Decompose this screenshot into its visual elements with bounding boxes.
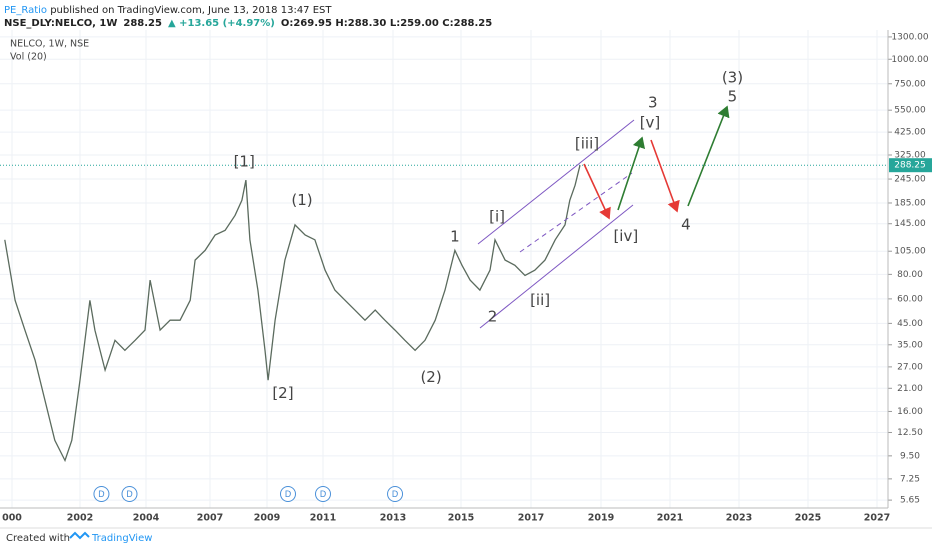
- arrow-down: [583, 163, 611, 220]
- dividend-label: D: [98, 490, 105, 500]
- y-tick-label: 16.00: [897, 407, 923, 417]
- x-tick-label: 2004: [133, 513, 160, 524]
- last-price-tag: [889, 158, 932, 173]
- published: published on TradingView.com, June 13, 2…: [47, 5, 332, 16]
- y-tick-label: 80.00: [897, 270, 923, 280]
- dividend-label: D: [392, 490, 399, 500]
- wave-label: [ii]: [530, 291, 550, 309]
- wave-label: [iv]: [613, 227, 638, 245]
- wave-label: (1): [291, 191, 312, 209]
- dividend-marker: [315, 486, 331, 502]
- symbol: NSE_DLY:NELCO, 1W: [4, 18, 117, 29]
- wave-label: 3: [648, 94, 658, 112]
- x-tick-label: 2021: [657, 513, 683, 524]
- channel-upper: [477, 119, 635, 245]
- wave-label: 2: [488, 308, 498, 326]
- volume-label: Vol (20): [10, 52, 47, 63]
- footer-brand[interactable]: TradingView: [91, 533, 152, 544]
- footer-logo: [69, 531, 90, 540]
- dividend-label: D: [285, 490, 292, 500]
- publish-line: PE_Ratio published on TradingView.com, J…: [4, 5, 332, 16]
- x-tick-label: 2019: [588, 513, 614, 524]
- x-tick-label: 2007: [197, 513, 223, 524]
- dividend-marker: [93, 486, 110, 502]
- wave-label: [v]: [640, 114, 661, 132]
- wave-label: (3): [722, 68, 743, 86]
- x-tick-label: 2023: [726, 513, 752, 524]
- y-tick-label: 5.65: [900, 496, 920, 506]
- dividend-label: D: [320, 490, 327, 500]
- y-tick-label: 105.00: [894, 247, 926, 257]
- price-line: [4, 165, 581, 463]
- x-tick-label: 000: [2, 513, 22, 524]
- last-price-label: 288.25: [894, 161, 926, 171]
- change: ▲ +13.65 (+4.97%): [168, 18, 275, 29]
- y-tick-label: 185.00: [894, 198, 926, 208]
- dividend-marker: [121, 486, 138, 502]
- x-tick-label: 2017: [518, 513, 544, 524]
- author: PE_Ratio: [4, 5, 47, 16]
- wave-label: 4: [681, 215, 691, 233]
- x-tick-label: 2025: [795, 513, 821, 524]
- pane-title: NELCO, 1W, NSE: [10, 39, 89, 50]
- ohlc: O:269.95 H:288.30 L:259.00 C:288.25: [281, 18, 492, 29]
- footer-created: Created with: [6, 533, 70, 544]
- y-tick-label: 145.00: [894, 219, 926, 229]
- y-tick-label: 750.00: [894, 79, 926, 89]
- y-tick-label: 550.00: [894, 106, 926, 116]
- y-tick-label: 9.50: [900, 451, 920, 461]
- x-tick-label: 2013: [380, 513, 406, 524]
- wave-label: [i]: [489, 207, 505, 225]
- wave-label: 1: [450, 228, 460, 246]
- dividend-marker: [280, 486, 296, 502]
- quote-line: NSE_DLY:NELCO, 1W 288.25 ▲ +13.65 (+4.97%)…: [4, 18, 492, 29]
- x-tick-label: 2027: [864, 513, 890, 524]
- x-tick-label: 2015: [448, 513, 474, 524]
- y-tick-label: 60.00: [897, 294, 923, 304]
- wave-label: [iii]: [575, 134, 599, 152]
- wave-label: [2]: [272, 384, 293, 402]
- dividend-marker: [387, 486, 404, 502]
- wave-label: 5: [728, 88, 738, 106]
- last-price: 288.25: [123, 18, 162, 29]
- y-tick-label: 7.25: [900, 474, 920, 484]
- arrow-up: [687, 105, 730, 207]
- y-tick-label: 1000.00: [891, 55, 928, 65]
- plot-area: 1300.001000.00750.00550.00425.00325.0024…: [0, 30, 932, 524]
- drawings: [477, 105, 730, 329]
- x-tick-label: 2011: [310, 513, 336, 524]
- y-tick-label: 325.00: [894, 150, 926, 160]
- y-tick-label: 27.00: [897, 362, 923, 372]
- channel-mid: [519, 172, 633, 253]
- x-tick-label: 2002: [67, 513, 93, 524]
- dividend-label: D: [126, 490, 133, 500]
- arrow-down: [650, 139, 680, 213]
- y-tick-label: 12.50: [897, 428, 923, 438]
- y-tick-label: 45.00: [897, 319, 923, 329]
- wave-label: [1]: [234, 153, 255, 171]
- wave-label: (2): [420, 368, 441, 386]
- y-tick-label: 425.00: [894, 128, 926, 138]
- y-tick-label: 245.00: [894, 175, 926, 185]
- arrow-up: [617, 136, 646, 211]
- y-tick-label: 21.00: [897, 384, 923, 394]
- channel-lower: [479, 204, 634, 329]
- y-tick-label: 35.00: [897, 340, 923, 350]
- y-tick-label: 1300.00: [891, 32, 928, 42]
- x-tick-label: 2009: [254, 513, 280, 524]
